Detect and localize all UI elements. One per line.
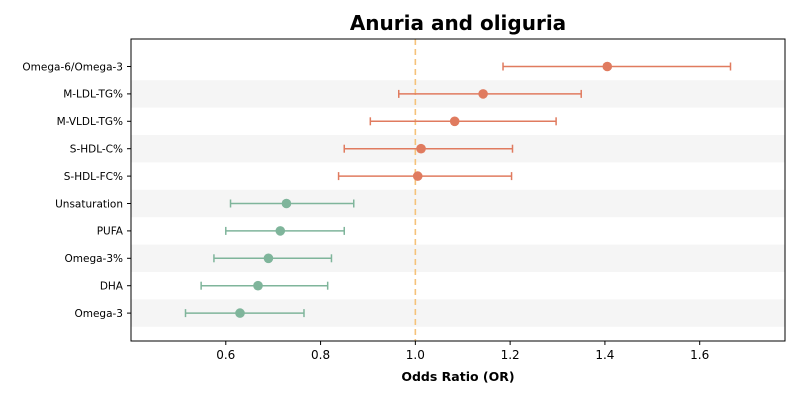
odds-ratio-point (281, 198, 292, 209)
ci-bar (200, 281, 329, 290)
y-tick-label: PUFA (97, 226, 124, 238)
plot-frame (130, 38, 786, 342)
x-tick-label: 0.6 (216, 348, 235, 362)
ci-bar (337, 172, 513, 181)
ci-bar (229, 199, 355, 208)
x-tick-label: 1.0 (406, 348, 425, 362)
y-tick-label: DHA (100, 281, 124, 293)
row-shading-layer (131, 80, 785, 327)
x-axis-ticks: 0.6 0.8 1.0 1.2 1.4 1.6 (216, 341, 709, 362)
y-axis-ticks: Omega-6/Omega-3 M-LDL-TG% M-VLDL-TG% S-HDL-… (22, 61, 131, 320)
row-shade (131, 189, 785, 218)
ci-bar (502, 62, 732, 71)
x-tick-label: 1.2 (501, 348, 520, 362)
odds-ratio-point (416, 143, 426, 154)
y-tick-label: M-LDL-TG% (63, 89, 123, 101)
odds-ratio-point (235, 308, 245, 318)
y-tick-label: M-VLDL-TG% (57, 116, 123, 128)
odds-ratio-point (449, 116, 460, 127)
odds-ratio-point (602, 61, 613, 72)
chart-title: Anuria and oliguria (350, 11, 566, 35)
y-tick-label: S-HDL-FC% (64, 171, 123, 183)
odds-ratio-point (275, 226, 286, 236)
y-tick-label: Omega-6/Omega-3 (22, 61, 123, 73)
x-axis-label: Odds Ratio (OR) (401, 369, 514, 384)
odds-ratio-point (412, 171, 423, 181)
ci-bar (369, 117, 557, 126)
x-tick-label: 1.4 (595, 348, 614, 362)
ci-bar (398, 89, 582, 98)
y-tick-label: Unsaturation (55, 198, 123, 210)
point-estimate-layer (235, 61, 613, 318)
confidence-interval-layer (184, 62, 732, 318)
odds-ratio-point (253, 280, 263, 291)
ci-bar (343, 144, 514, 153)
x-tick-label: 1.6 (690, 348, 709, 362)
y-tick-label: Omega-3% (65, 253, 124, 265)
odds-ratio-point (263, 253, 274, 264)
y-tick-label: S-HDL-C% (70, 144, 123, 156)
odds-ratio-point (478, 89, 488, 99)
x-tick-label: 0.8 (311, 348, 330, 362)
y-tick-label: Omega-3 (74, 308, 123, 320)
